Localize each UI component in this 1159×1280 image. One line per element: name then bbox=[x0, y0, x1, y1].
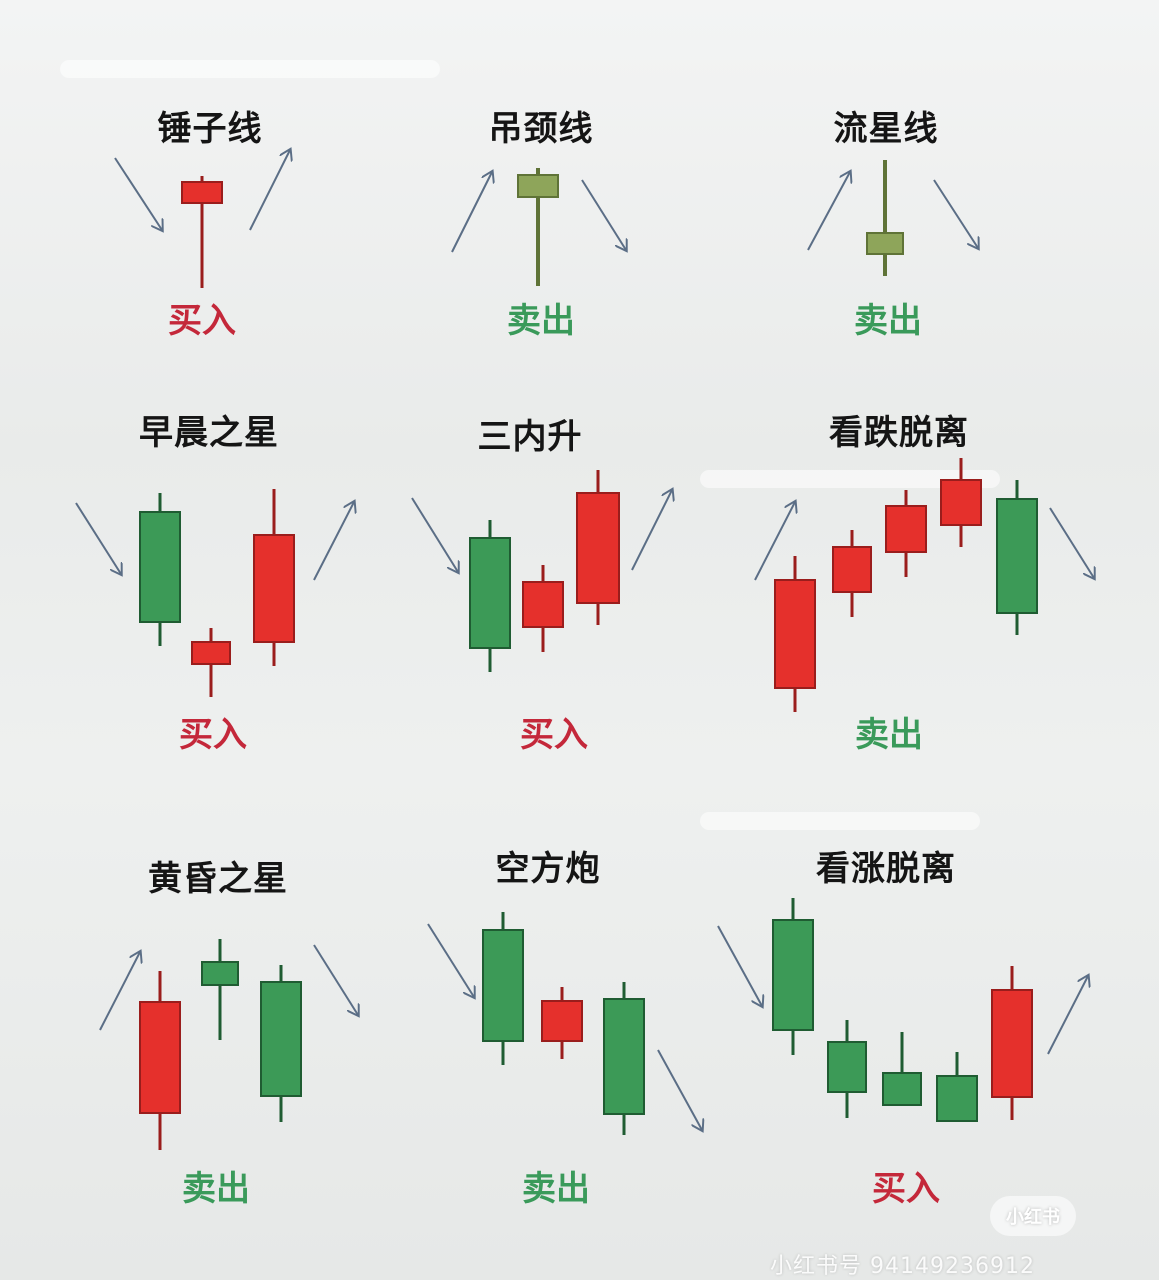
trend-arrow-down bbox=[657, 1049, 702, 1130]
candle-shooting-star-body bbox=[866, 232, 904, 255]
trend-arrow-down bbox=[1049, 507, 1094, 578]
candle-evening-star-1-body bbox=[139, 1001, 181, 1114]
pattern-title-evening-star: 黄昏之星 bbox=[148, 859, 288, 899]
trend-arrow-up bbox=[249, 150, 290, 231]
trend-arrow-up bbox=[631, 490, 672, 571]
candle-morning-star-3-body bbox=[253, 534, 295, 643]
candle-bearish-cannon-1 bbox=[482, 912, 524, 1065]
signal-label-bearish-cannon: 卖出 bbox=[522, 1169, 590, 1209]
candle-morning-star-3 bbox=[253, 489, 295, 666]
signal-label-bearish-breakaway: 卖出 bbox=[855, 715, 923, 755]
trend-arrow-up bbox=[807, 172, 850, 251]
candle-bearish-breakaway-2 bbox=[832, 530, 872, 617]
candle-three-inside-up-2 bbox=[522, 565, 564, 652]
trend-arrow-up bbox=[754, 502, 795, 581]
watermark-id: 小红书号 94149236912 bbox=[770, 1254, 1035, 1279]
candle-hammer-body bbox=[181, 181, 223, 204]
trend-arrow-down bbox=[114, 157, 162, 230]
candle-bearish-breakaway-3 bbox=[885, 490, 927, 577]
candle-bearish-breakaway-1-body bbox=[774, 579, 816, 689]
candle-bullish-breakaway-3 bbox=[882, 1032, 922, 1106]
trend-arrow-down bbox=[427, 923, 474, 997]
candle-morning-star-2 bbox=[191, 628, 231, 697]
candle-hanging-man bbox=[517, 168, 559, 286]
pattern-title-shooting-star: 流星线 bbox=[834, 109, 939, 149]
candle-three-inside-up-1 bbox=[469, 520, 511, 672]
candle-hanging-man-body bbox=[517, 174, 559, 198]
candle-bullish-breakaway-4-body bbox=[936, 1075, 978, 1122]
pattern-title-bullish-breakaway: 看涨脱离 bbox=[816, 849, 956, 889]
candle-evening-star-2 bbox=[201, 939, 239, 1040]
signal-label-shooting-star: 卖出 bbox=[854, 301, 922, 341]
candle-bullish-breakaway-5 bbox=[991, 966, 1033, 1120]
signal-label-hammer: 买入 bbox=[168, 301, 236, 341]
candle-bullish-breakaway-1 bbox=[772, 898, 814, 1055]
candle-bearish-cannon-2 bbox=[541, 987, 583, 1059]
background-stripe bbox=[700, 470, 1000, 488]
candle-bullish-breakaway-4 bbox=[936, 1052, 978, 1122]
signal-label-bullish-breakaway: 买入 bbox=[872, 1169, 940, 1209]
trend-arrow-down bbox=[933, 179, 978, 248]
candle-morning-star-1 bbox=[139, 493, 181, 646]
trend-arrow-up bbox=[99, 952, 140, 1031]
candle-bullish-breakaway-2-body bbox=[827, 1041, 867, 1093]
candle-bearish-cannon-1-body bbox=[482, 929, 524, 1042]
candle-evening-star-3-body bbox=[260, 981, 302, 1097]
background-stripe bbox=[700, 812, 980, 830]
candle-bearish-breakaway-2-body bbox=[832, 546, 872, 593]
candle-three-inside-up-2-body bbox=[522, 581, 564, 628]
candle-bullish-breakaway-1-body bbox=[772, 919, 814, 1031]
watermark-badge: 小红书 bbox=[990, 1196, 1076, 1236]
candle-bullish-breakaway-5-body bbox=[991, 989, 1033, 1098]
candle-bearish-breakaway-5 bbox=[996, 480, 1038, 635]
trend-arrow-down bbox=[581, 179, 626, 250]
candle-three-inside-up-3 bbox=[576, 470, 620, 625]
trend-arrow-up bbox=[451, 172, 492, 253]
trend-arrow-up bbox=[313, 502, 354, 581]
candle-bearish-breakaway-5-body bbox=[996, 498, 1038, 614]
candle-bearish-cannon-2-body bbox=[541, 1000, 583, 1042]
pattern-title-morning-star: 早晨之星 bbox=[139, 413, 279, 453]
signal-label-evening-star: 卖出 bbox=[182, 1169, 250, 1209]
candle-morning-star-2-body bbox=[191, 641, 231, 665]
candle-bearish-cannon-3-body bbox=[603, 998, 645, 1115]
candle-bullish-breakaway-2 bbox=[827, 1020, 867, 1118]
candle-bearish-cannon-3 bbox=[603, 982, 645, 1135]
candle-bullish-breakaway-3-body bbox=[882, 1072, 922, 1106]
trend-arrow-down bbox=[717, 925, 762, 1006]
signal-label-hanging-man: 卖出 bbox=[507, 301, 575, 341]
candle-three-inside-up-1-body bbox=[469, 537, 511, 649]
candle-bearish-breakaway-4-body bbox=[940, 479, 982, 526]
trend-arrow-down bbox=[75, 502, 121, 574]
candle-bearish-breakaway-4 bbox=[940, 458, 982, 547]
pattern-title-bearish-cannon: 空方炮 bbox=[496, 849, 601, 889]
pattern-title-hanging-man: 吊颈线 bbox=[489, 109, 594, 149]
candle-evening-star-2-body bbox=[201, 961, 239, 986]
candle-hammer bbox=[181, 176, 223, 288]
trend-arrow-down bbox=[411, 497, 458, 572]
pattern-title-hammer: 锤子线 bbox=[158, 109, 263, 149]
candle-three-inside-up-3-body bbox=[576, 492, 620, 604]
signal-label-three-inside-up: 买入 bbox=[520, 715, 588, 755]
trend-arrow-up bbox=[1047, 976, 1088, 1055]
trend-arrow-down bbox=[313, 944, 358, 1015]
pattern-title-bearish-breakaway: 看跌脱离 bbox=[829, 413, 969, 453]
signal-label-morning-star: 买入 bbox=[179, 715, 247, 755]
candle-evening-star-3 bbox=[260, 965, 302, 1122]
candlestick-marks bbox=[75, 150, 1094, 1150]
candle-evening-star-1 bbox=[139, 971, 181, 1150]
candle-bearish-breakaway-3-body bbox=[885, 505, 927, 553]
background-stripe bbox=[60, 60, 440, 78]
candle-morning-star-1-body bbox=[139, 511, 181, 623]
pattern-title-three-inside-up: 三内升 bbox=[478, 417, 583, 457]
candle-bearish-breakaway-1 bbox=[774, 556, 816, 712]
candle-shooting-star bbox=[866, 160, 904, 276]
